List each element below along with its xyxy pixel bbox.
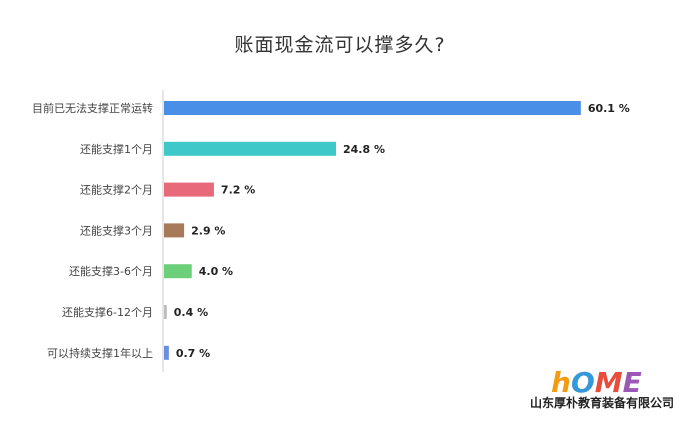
brand-logo: hOME bbox=[551, 366, 642, 399]
value-label: 24.8 % bbox=[343, 143, 385, 156]
value-label: 4.0 % bbox=[199, 265, 233, 278]
bar bbox=[164, 182, 214, 197]
category-label: 可以持续支撑1年以上 bbox=[47, 346, 153, 360]
chart-title: 账面现金流可以撑多久? bbox=[234, 34, 446, 56]
category-label: 还能支撑3-6个月 bbox=[69, 264, 153, 278]
bar bbox=[164, 101, 581, 115]
bar bbox=[164, 345, 169, 360]
bar bbox=[164, 264, 192, 279]
bar bbox=[164, 223, 185, 238]
category-label: 还能支撑6-12个月 bbox=[62, 305, 153, 319]
category-label: 还能支撑2个月 bbox=[80, 183, 153, 197]
company-watermark: 山东厚朴教育装备有限公司 bbox=[529, 396, 674, 410]
value-label: 2.9 % bbox=[191, 224, 225, 237]
category-label: 目前已无法支撑正常运转 bbox=[32, 101, 153, 115]
value-label: 60.1 % bbox=[588, 102, 630, 115]
logo-letter: h bbox=[551, 366, 571, 399]
bar bbox=[164, 141, 336, 156]
category-label: 还能支撑3个月 bbox=[80, 223, 153, 237]
value-label: 7.2 % bbox=[221, 184, 255, 197]
logo-letter: M bbox=[595, 366, 623, 399]
category-label: 还能支撑1个月 bbox=[80, 142, 153, 156]
value-label: 0.7 % bbox=[176, 347, 210, 360]
value-label: 0.4 % bbox=[174, 306, 208, 319]
logo-text: hOME bbox=[551, 366, 642, 399]
logo-letter: O bbox=[571, 366, 595, 399]
bar bbox=[164, 305, 167, 319]
logo-letter: E bbox=[623, 366, 642, 399]
